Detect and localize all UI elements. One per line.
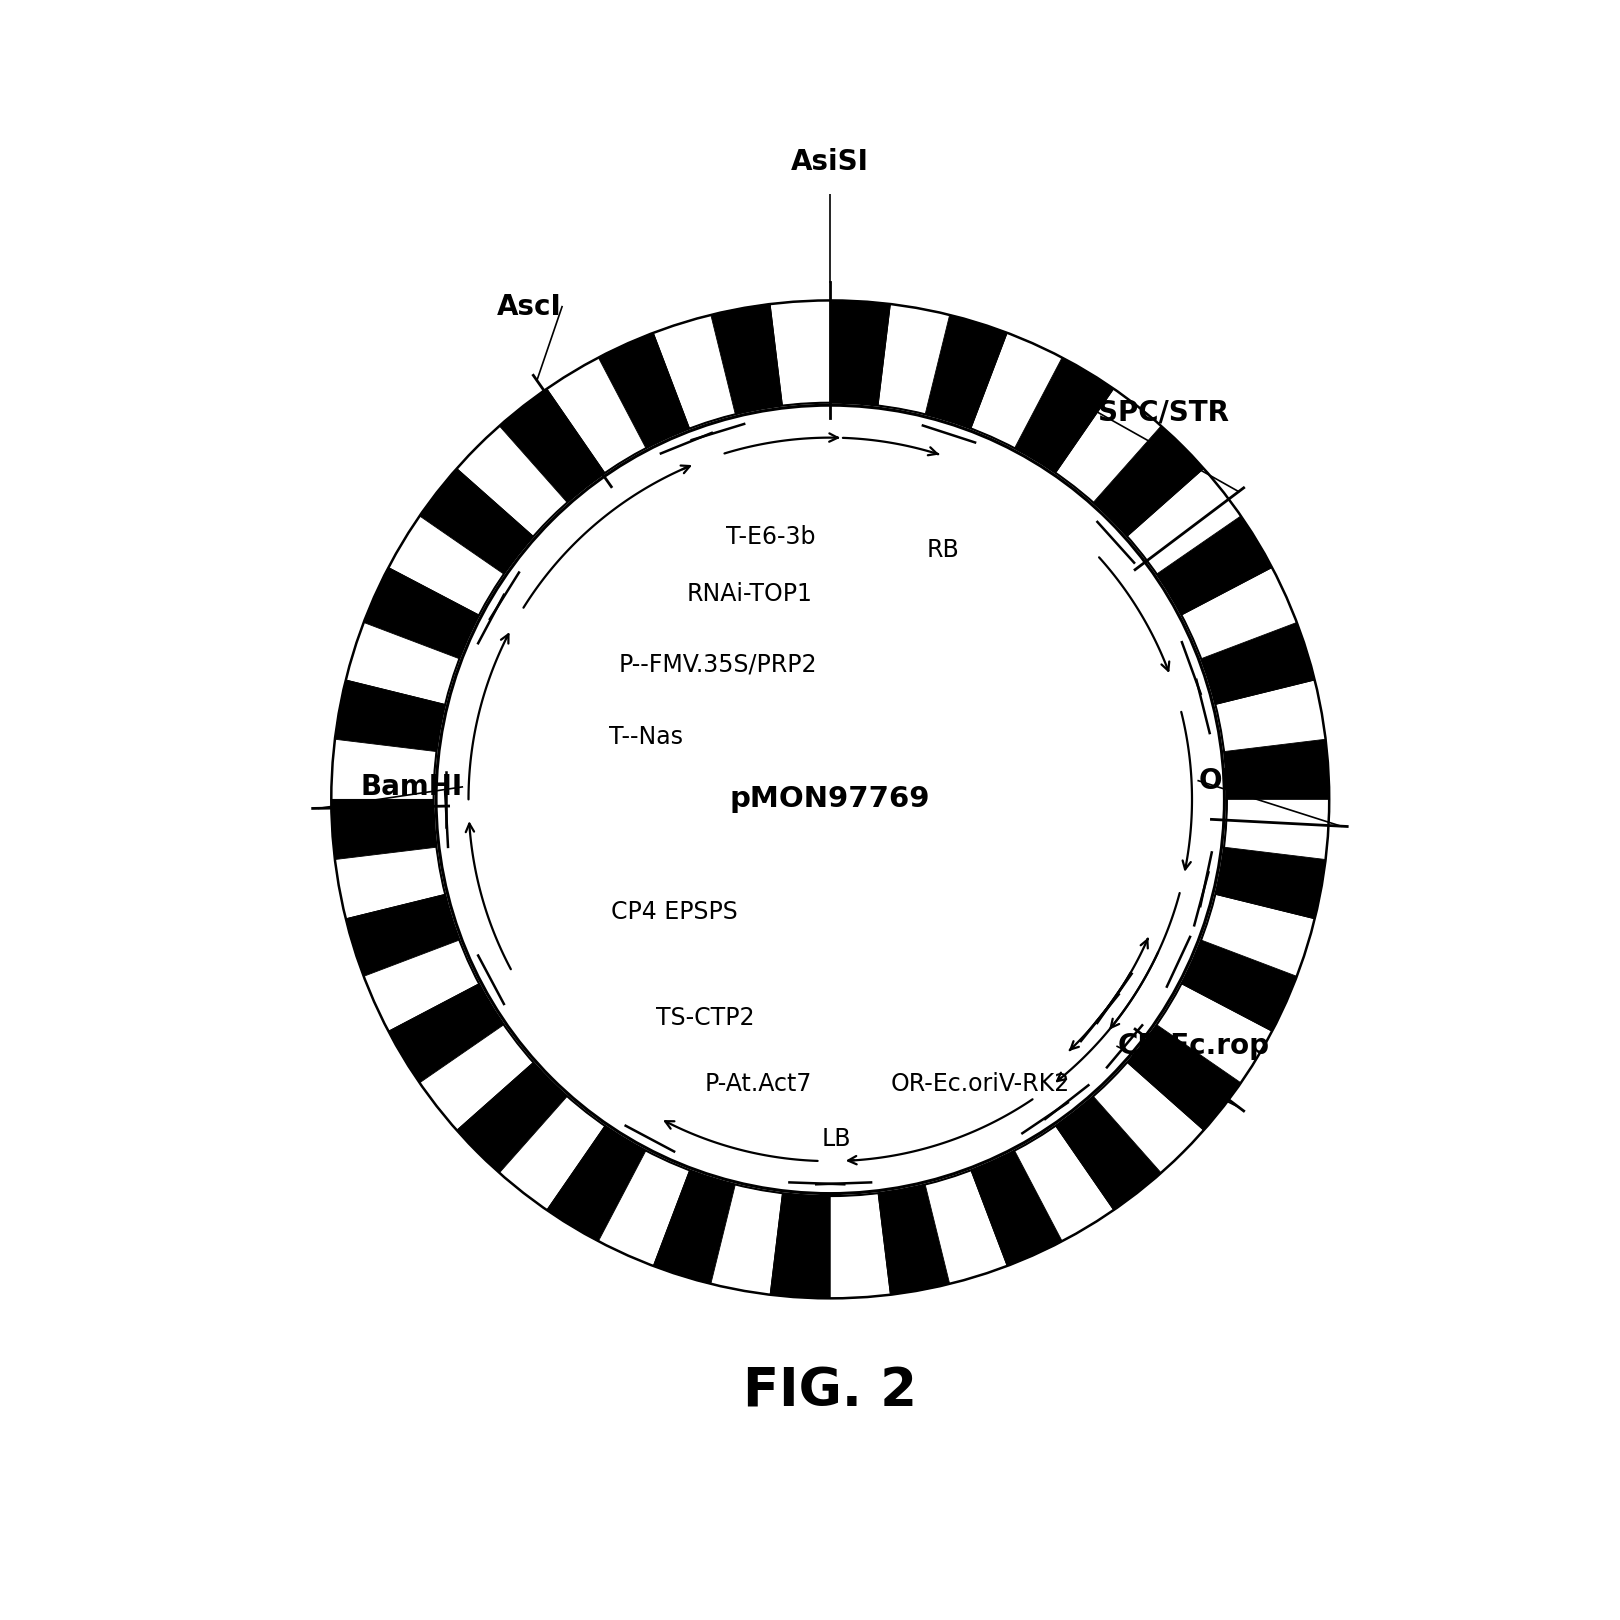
Text: P-At.Act7: P-At.Act7	[705, 1072, 812, 1095]
Polygon shape	[335, 847, 446, 919]
Polygon shape	[970, 332, 1063, 449]
Polygon shape	[829, 1194, 891, 1298]
Polygon shape	[1094, 1063, 1204, 1173]
Polygon shape	[364, 940, 480, 1032]
Polygon shape	[1200, 894, 1315, 977]
Polygon shape	[598, 332, 690, 449]
Text: AscI: AscI	[497, 293, 562, 321]
Polygon shape	[1056, 1097, 1162, 1210]
Text: SPC/STR: SPC/STR	[1098, 399, 1230, 426]
Text: TS-CTP2: TS-CTP2	[656, 1006, 755, 1030]
Polygon shape	[1056, 389, 1162, 502]
Text: BamHI: BamHI	[360, 773, 462, 800]
Polygon shape	[770, 300, 829, 405]
Polygon shape	[711, 305, 782, 415]
Text: RNAi-TOP1: RNAi-TOP1	[687, 582, 812, 606]
Polygon shape	[457, 426, 567, 536]
Polygon shape	[878, 305, 949, 415]
Polygon shape	[1094, 426, 1204, 536]
Text: T-E6-3b: T-E6-3b	[726, 525, 815, 549]
Polygon shape	[1225, 799, 1328, 860]
Polygon shape	[548, 1126, 646, 1241]
Polygon shape	[548, 358, 646, 473]
Polygon shape	[389, 515, 504, 616]
Polygon shape	[1157, 515, 1272, 616]
Polygon shape	[1181, 940, 1296, 1032]
Polygon shape	[330, 739, 436, 799]
Polygon shape	[389, 983, 504, 1082]
Text: CR-Ec.rop: CR-Ec.rop	[1118, 1032, 1268, 1061]
Polygon shape	[970, 1150, 1063, 1265]
Polygon shape	[598, 1150, 690, 1265]
Polygon shape	[420, 1025, 533, 1131]
Polygon shape	[1200, 622, 1315, 705]
Text: RB: RB	[927, 538, 959, 562]
Polygon shape	[925, 314, 1008, 429]
Text: OR-Ec.oriV-RK2: OR-Ec.oriV-RK2	[891, 1072, 1069, 1095]
Polygon shape	[499, 1097, 604, 1210]
Polygon shape	[711, 1184, 782, 1294]
Polygon shape	[499, 389, 604, 502]
Polygon shape	[420, 468, 533, 573]
Polygon shape	[345, 894, 460, 977]
Polygon shape	[1014, 1126, 1113, 1241]
Polygon shape	[330, 799, 436, 860]
Text: T--Nas: T--Nas	[609, 726, 682, 748]
Polygon shape	[653, 314, 735, 429]
Text: CP4 EPSPS: CP4 EPSPS	[611, 899, 737, 923]
Polygon shape	[653, 1170, 735, 1285]
Polygon shape	[1181, 567, 1296, 659]
Circle shape	[436, 405, 1225, 1194]
Polygon shape	[770, 1194, 829, 1298]
Polygon shape	[878, 1184, 949, 1294]
Polygon shape	[364, 567, 480, 659]
Text: ORI-322: ORI-322	[1199, 766, 1324, 795]
Polygon shape	[1215, 847, 1325, 919]
Polygon shape	[457, 1063, 567, 1173]
Polygon shape	[1128, 468, 1241, 573]
Polygon shape	[1215, 680, 1325, 752]
Polygon shape	[829, 300, 891, 405]
Polygon shape	[1014, 358, 1113, 473]
Text: LB: LB	[821, 1126, 850, 1150]
Polygon shape	[1157, 983, 1272, 1082]
Text: P--FMV.35S/PRP2: P--FMV.35S/PRP2	[619, 653, 816, 677]
Polygon shape	[925, 1170, 1008, 1285]
Polygon shape	[1128, 1025, 1241, 1131]
Text: FIG. 2: FIG. 2	[744, 1366, 917, 1418]
Text: AsiSI: AsiSI	[791, 147, 870, 175]
Text: pMON97769: pMON97769	[731, 786, 930, 813]
Polygon shape	[1225, 739, 1328, 799]
Polygon shape	[345, 622, 460, 705]
Polygon shape	[335, 680, 446, 752]
